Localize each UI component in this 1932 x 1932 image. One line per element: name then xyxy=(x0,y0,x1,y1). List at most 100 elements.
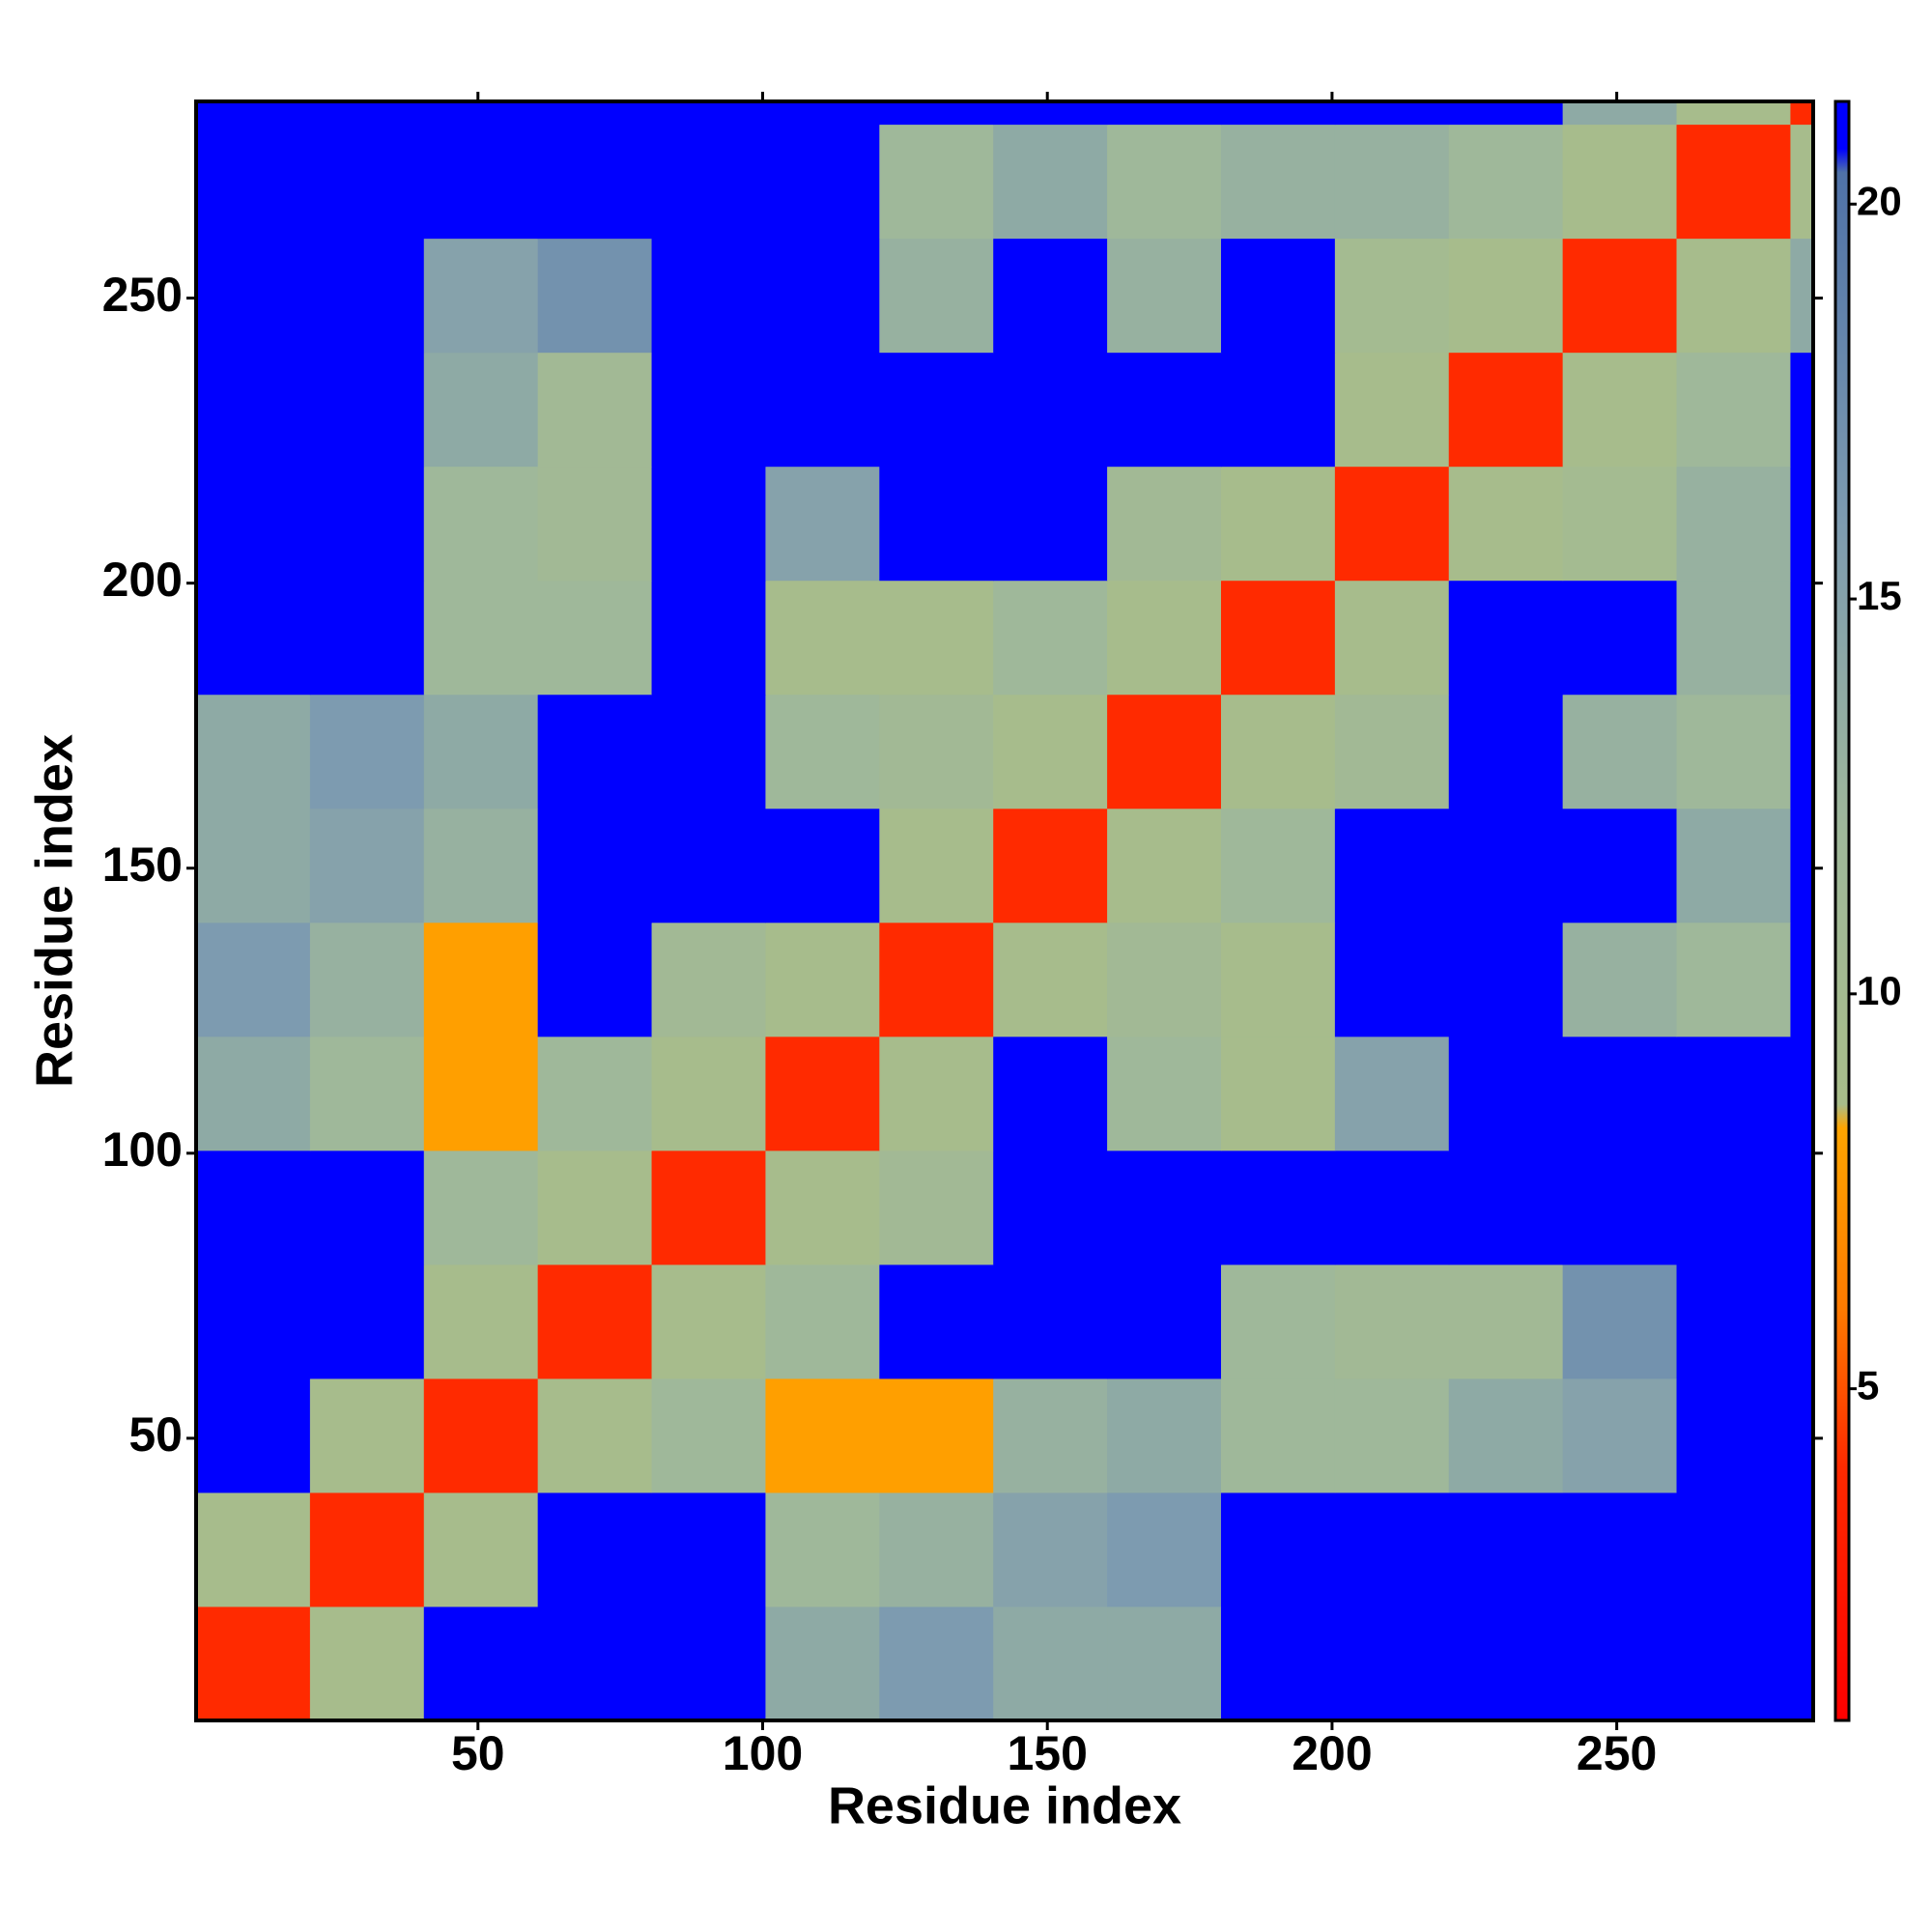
heatmap-cell xyxy=(879,101,994,126)
heatmap-cell xyxy=(196,580,311,696)
heatmap-cell xyxy=(423,1378,539,1493)
heatmap-cell xyxy=(765,1492,880,1607)
heatmap-cell xyxy=(196,352,311,468)
heatmap-cell xyxy=(1220,466,1336,582)
y-axis-title: Residue index xyxy=(25,734,83,1088)
heatmap-cell xyxy=(1790,1036,1814,1151)
heatmap-cell xyxy=(765,101,880,126)
heatmap-cell xyxy=(993,1036,1108,1151)
heatmap-cell xyxy=(1676,1036,1791,1151)
heatmap-cell xyxy=(1107,808,1222,923)
heatmap-cell xyxy=(1676,808,1791,923)
heatmap-cell xyxy=(879,1378,994,1493)
heatmap-cell xyxy=(651,694,766,810)
heatmap-cell xyxy=(1562,1492,1678,1607)
heatmap-cell xyxy=(765,466,880,582)
heatmap-cell xyxy=(1562,808,1678,923)
heatmap-cell xyxy=(993,1378,1108,1493)
heatmap-cell xyxy=(879,1264,994,1379)
heatmap xyxy=(196,101,1814,1721)
heatmap-cell xyxy=(423,694,539,810)
heatmap-cell xyxy=(309,1036,425,1151)
heatmap-cell xyxy=(1562,580,1678,696)
heatmap-cell xyxy=(993,1264,1108,1379)
heatmap-cell xyxy=(423,1264,539,1379)
heatmap-cell xyxy=(879,580,994,696)
heatmap-cell xyxy=(537,580,653,696)
heatmap-cell xyxy=(1334,352,1450,468)
heatmap-cell xyxy=(309,1150,425,1265)
heatmap-cell xyxy=(1562,1605,1678,1721)
heatmap-cell xyxy=(651,808,766,923)
heatmap-cell xyxy=(651,1036,766,1151)
heatmap-cell xyxy=(1676,238,1791,354)
heatmap-cell xyxy=(1562,1036,1678,1151)
heatmap-cell xyxy=(1676,124,1791,240)
heatmap-cell xyxy=(1790,1150,1814,1265)
heatmap-cell xyxy=(1334,1605,1450,1721)
heatmap-cell xyxy=(309,1605,425,1721)
heatmap-cell xyxy=(423,1036,539,1151)
heatmap-cell xyxy=(765,1378,880,1493)
heatmap-cell xyxy=(1790,808,1814,923)
y-tick-label: 250 xyxy=(102,268,183,322)
heatmap-cell xyxy=(765,1150,880,1265)
heatmap-cell xyxy=(196,922,311,1037)
x-tick-label: 50 xyxy=(451,1726,505,1780)
heatmap-cell xyxy=(1448,238,1564,354)
heatmap-cell xyxy=(309,1492,425,1607)
heatmap-cell xyxy=(1676,1378,1791,1493)
heatmap-cell xyxy=(1107,1492,1222,1607)
y-tick-label: 150 xyxy=(102,838,183,892)
heatmap-cell xyxy=(879,1492,994,1607)
heatmap-cell xyxy=(196,1605,311,1721)
heatmap-cell xyxy=(423,466,539,582)
y-tick-label: 50 xyxy=(128,1407,183,1462)
heatmap-cell xyxy=(1562,466,1678,582)
heatmap-cell xyxy=(993,694,1108,810)
heatmap-cell xyxy=(423,808,539,923)
heatmap-cell xyxy=(1334,694,1450,810)
heatmap-cell xyxy=(1448,466,1564,582)
heatmap-cell xyxy=(1448,1264,1564,1379)
heatmap-cell xyxy=(993,808,1108,923)
heatmap-cell xyxy=(537,352,653,468)
heatmap-cell xyxy=(993,238,1108,354)
heatmap-cell xyxy=(1676,580,1791,696)
heatmap-cell xyxy=(309,808,425,923)
heatmap-cell xyxy=(765,808,880,923)
heatmap-cell xyxy=(537,694,653,810)
heatmap-cell xyxy=(765,1605,880,1721)
heatmap-cell xyxy=(537,124,653,240)
heatmap-cell xyxy=(651,1378,766,1493)
heatmap-cell xyxy=(1790,1492,1814,1607)
heatmap-cell xyxy=(1676,694,1791,810)
heatmap-cell xyxy=(1790,124,1814,240)
heatmap-cell xyxy=(196,101,311,126)
heatmap-cell xyxy=(879,1150,994,1265)
heatmap-cell xyxy=(537,1264,653,1379)
heatmap-cell xyxy=(309,1378,425,1493)
heatmap-cell xyxy=(993,1150,1108,1265)
heatmap-cell xyxy=(537,808,653,923)
heatmap-cell xyxy=(1562,101,1678,126)
heatmap-cell xyxy=(1562,1150,1678,1265)
heatmap-cell xyxy=(1107,238,1222,354)
heatmap-cell xyxy=(651,1492,766,1607)
heatmap-cell xyxy=(879,922,994,1037)
x-axis-title: Residue index xyxy=(828,1776,1181,1834)
heatmap-cell xyxy=(1448,124,1564,240)
heatmap-cell xyxy=(196,1378,311,1493)
heatmap-cell xyxy=(1448,1150,1564,1265)
heatmap-cell xyxy=(879,694,994,810)
heatmap-cell xyxy=(765,124,880,240)
heatmap-cell xyxy=(879,238,994,354)
heatmap-cell xyxy=(1448,352,1564,468)
heatmap-cell xyxy=(1334,1036,1450,1151)
heatmap-cell xyxy=(1220,1150,1336,1265)
heatmap-cell xyxy=(1220,808,1336,923)
y-tick-label: 100 xyxy=(102,1122,183,1177)
heatmap-cell xyxy=(879,1605,994,1721)
heatmap-cell xyxy=(993,1492,1108,1607)
heatmap-cell xyxy=(1334,1378,1450,1493)
